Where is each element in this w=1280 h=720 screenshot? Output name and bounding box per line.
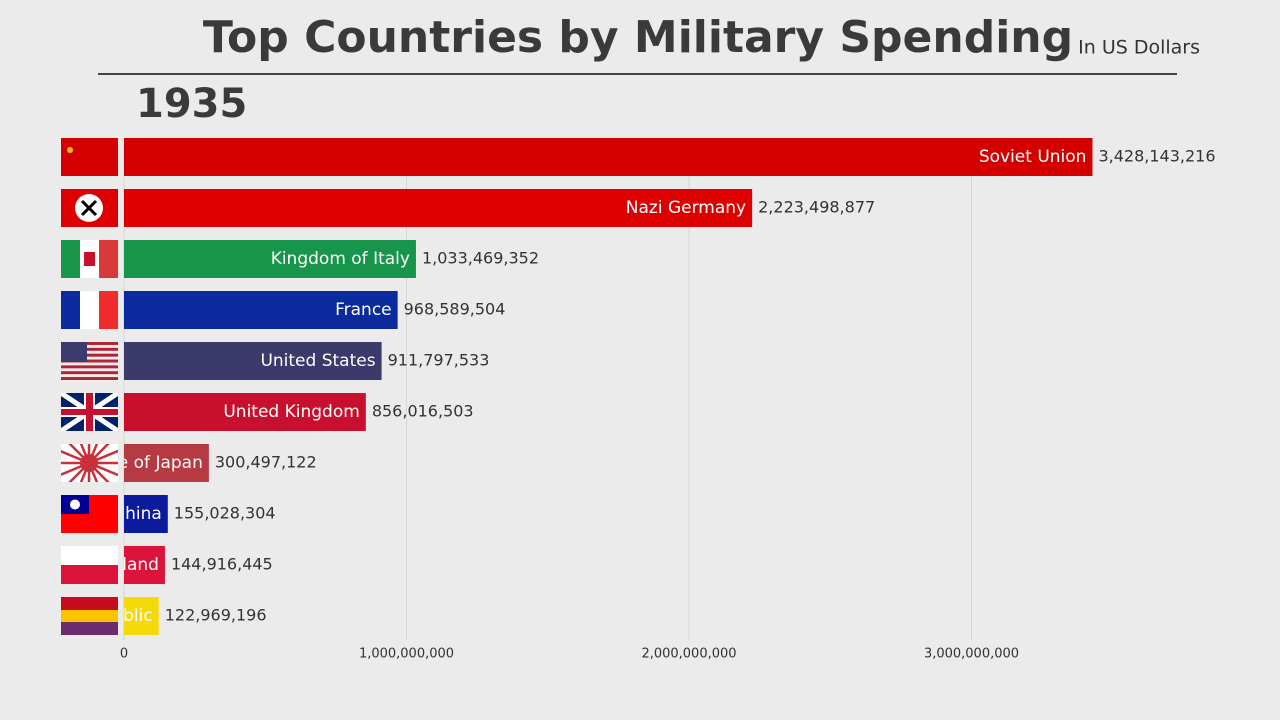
chart-subtitle: In US Dollars [1078, 37, 1200, 59]
flag-part [61, 342, 87, 362]
flag-part [61, 622, 118, 635]
category-label: e of Japan [118, 453, 203, 473]
flag-part [61, 342, 118, 345]
category-label: Nazi Germany [626, 198, 746, 218]
flag-part [61, 597, 118, 610]
flag-part [61, 565, 118, 584]
category-label: Soviet Union [979, 147, 1087, 167]
category-label: hina [125, 504, 162, 524]
bar [124, 138, 1093, 176]
value-label: 300,497,122 [215, 453, 317, 472]
value-label: 3,428,143,216 [1098, 147, 1215, 166]
flag [61, 546, 118, 584]
bar [124, 342, 382, 380]
flag-part [67, 147, 73, 153]
value-label: 1,033,469,352 [422, 249, 539, 268]
flag [61, 597, 118, 635]
x-tick-label: 1,000,000,000 [359, 647, 454, 662]
flag-part [61, 353, 118, 357]
flag-part [99, 240, 118, 278]
chart-title: Top Countries by Military Spending [203, 12, 1073, 63]
flag-part [61, 409, 118, 415]
flag [61, 240, 118, 278]
category-label: land [122, 555, 159, 575]
flag-part [61, 291, 80, 329]
category-label: blic [123, 606, 153, 626]
flag [61, 495, 118, 533]
bar [124, 189, 753, 227]
flag [61, 189, 118, 227]
value-label: 122,969,196 [165, 606, 267, 625]
flag-part [80, 199, 98, 217]
flag [61, 138, 118, 176]
bar [124, 291, 398, 329]
value-label: 911,797,533 [388, 351, 490, 370]
flag-part [80, 454, 98, 472]
value-label: 155,028,304 [174, 504, 276, 523]
category-label: France [335, 300, 392, 320]
flag [61, 342, 118, 380]
flag-part [61, 371, 118, 375]
value-label: 856,016,503 [372, 402, 474, 421]
bar [124, 546, 165, 584]
flag-part [84, 252, 95, 266]
category-label: United Kingdom [223, 402, 359, 422]
x-tick-label: 3,000,000,000 [924, 647, 1019, 662]
flag-part [61, 377, 118, 380]
category-label: United States [260, 351, 375, 371]
bar [124, 444, 209, 482]
flag-part [70, 499, 80, 510]
flag-part [61, 359, 118, 363]
bar [124, 240, 416, 278]
flag-part [61, 546, 118, 565]
x-tick-label: 0 [120, 647, 128, 662]
flag-part [80, 291, 99, 329]
flag [61, 291, 118, 329]
flag-part [61, 347, 118, 351]
bar [124, 597, 159, 635]
value-label: 2,223,498,877 [758, 198, 875, 217]
category-label: Kingdom of Italy [271, 249, 410, 269]
value-label: 968,589,504 [404, 300, 506, 319]
bar [124, 495, 168, 533]
x-tick-label: 2,000,000,000 [641, 647, 736, 662]
value-label: 144,916,445 [171, 555, 273, 574]
flag-part [61, 240, 80, 278]
flag-part [61, 365, 118, 369]
flag [61, 444, 118, 482]
year-label: 1935 [136, 81, 247, 127]
flag [61, 393, 118, 431]
bar [124, 393, 366, 431]
flag-part [61, 138, 118, 176]
flag-part [99, 291, 118, 329]
flag-part [61, 610, 118, 622]
